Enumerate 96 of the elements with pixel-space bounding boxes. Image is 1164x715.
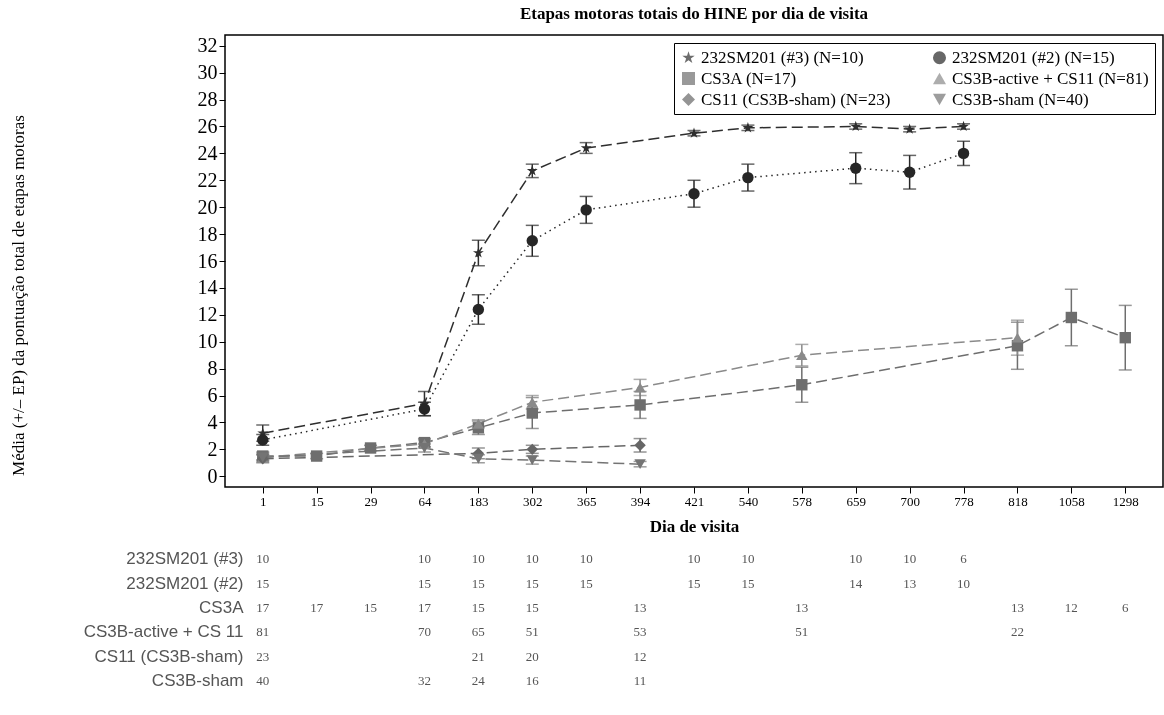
y-tick-label: 4 <box>207 410 218 433</box>
legend-label: 232SM201 (#2) (N=15) <box>952 47 1115 67</box>
y-tick-label: 30 <box>197 61 218 84</box>
y-tick-label: 232SM201 (#3) <box>126 549 244 569</box>
x-tick-label: 578 <box>792 493 813 509</box>
legend-label: CS11 (CS3B-sham) (N=23) <box>701 89 891 109</box>
y-tick-label: 2 <box>207 437 218 460</box>
data-label: 15 <box>525 575 539 591</box>
x-tick-label: 365 <box>576 493 597 509</box>
y-tick-label: 14 <box>197 276 218 299</box>
data-label: 15 <box>471 575 485 591</box>
data-label: 13 <box>795 599 809 615</box>
x-tick-label: 1 <box>259 493 267 509</box>
x-tick-label: 394 <box>630 493 651 509</box>
x-tick-label: 64 <box>418 493 432 509</box>
data-label: 6 <box>960 551 968 567</box>
x-tick-label: 183 <box>469 493 489 509</box>
y-tick-label: 0 <box>207 464 218 487</box>
data-label: 10 <box>417 551 431 567</box>
data-label: 16 <box>525 672 540 688</box>
data-label: 11 <box>633 672 647 688</box>
data-label: 22 <box>1010 624 1024 640</box>
data-label: 70 <box>417 624 431 640</box>
y-tick-label: 28 <box>197 88 218 111</box>
x-tick-label: 540 <box>738 493 759 509</box>
y-tick-label: 232SM201 (#2) <box>126 573 244 593</box>
data-label: 6 <box>1122 599 1130 615</box>
x-tick-label: 29 <box>364 493 378 509</box>
x-tick-label: 302 <box>523 493 543 509</box>
x-axis-title: Dia de visita <box>649 516 740 536</box>
data-label: 40 <box>256 672 270 688</box>
data-label: 32 <box>417 672 431 688</box>
data-label: 10 <box>849 551 863 567</box>
data-label: 10 <box>579 551 593 567</box>
data-label: 10 <box>525 551 539 567</box>
y-tick-label: 10 <box>197 330 218 353</box>
x-tick-label: 818 <box>1008 493 1028 509</box>
data-label: 15 <box>741 575 755 591</box>
data-label: 10 <box>687 551 701 567</box>
data-label: 10 <box>903 551 917 567</box>
x-tick-label: 1298 <box>1112 493 1139 509</box>
legend-label: 232SM201 (#3) (N=10) <box>701 47 864 67</box>
data-label: 10 <box>256 551 270 567</box>
data-label: 15 <box>256 575 270 591</box>
data-label: 15 <box>687 575 701 591</box>
data-label: 13 <box>1010 599 1024 615</box>
y-tick-label: 24 <box>197 141 218 164</box>
data-label: 10 <box>957 575 971 591</box>
y-axis-title: Média (+/– EP) da pontuação total de etapas motoras <box>8 115 28 476</box>
x-tick-label: 659 <box>846 493 866 509</box>
data-label: 15 <box>364 599 378 615</box>
data-label: 81 <box>256 624 270 640</box>
y-tick-label: CS3B-active + CS 11 <box>83 622 244 642</box>
y-tick-label: 6 <box>207 384 218 407</box>
data-label: 12 <box>633 648 647 664</box>
x-tick-label: 700 <box>900 493 920 509</box>
chart-title: Etapas motoras totais do HINE por dia de visita <box>519 4 869 23</box>
data-label: 51 <box>795 624 809 640</box>
data-label: 14 <box>849 575 863 591</box>
x-tick-label: 15 <box>310 493 324 509</box>
data-label: 12 <box>1064 599 1078 615</box>
x-tick-label: 421 <box>684 493 705 509</box>
y-tick-label: 22 <box>197 168 218 191</box>
data-label: 15 <box>579 575 593 591</box>
y-tick-label: CS11 (CS3B-sham) <box>94 646 244 666</box>
legend-label: CS3B-active + CS11 (N=81) <box>952 68 1149 88</box>
y-tick-label: 26 <box>197 114 218 137</box>
data-label: 23 <box>256 648 270 664</box>
data-label: 15 <box>471 599 485 615</box>
data-label: 10 <box>471 551 485 567</box>
data-label: 17 <box>310 599 324 615</box>
y-tick-label: 8 <box>207 357 218 380</box>
data-label: 65 <box>471 624 485 640</box>
data-label: 21 <box>471 648 485 664</box>
x-tick-label: 778 <box>954 493 974 509</box>
legend-label: CS3A (N=17) <box>701 68 797 88</box>
data-label: 13 <box>633 599 647 615</box>
data-label: 15 <box>417 575 431 591</box>
data-label: 51 <box>525 624 539 640</box>
x-tick-label: 1058 <box>1058 493 1085 509</box>
data-label: 24 <box>471 672 486 688</box>
data-label: 17 <box>417 599 432 615</box>
y-tick-label: 18 <box>197 222 218 245</box>
y-tick-label: CS3A <box>199 597 245 617</box>
data-label: 17 <box>256 599 270 615</box>
data-label: 13 <box>903 575 917 591</box>
y-tick-label: 20 <box>197 195 218 218</box>
data-label: 20 <box>525 648 539 664</box>
y-tick-label: 12 <box>197 303 218 326</box>
y-tick-label: 32 <box>197 34 218 57</box>
data-label: 53 <box>633 624 647 640</box>
data-label: 10 <box>741 551 755 567</box>
legend-label: CS3B-sham (N=40) <box>952 89 1089 109</box>
y-tick-label: 16 <box>197 249 218 272</box>
y-tick-label: CS3B-sham <box>151 670 244 690</box>
data-label: 15 <box>525 599 539 615</box>
